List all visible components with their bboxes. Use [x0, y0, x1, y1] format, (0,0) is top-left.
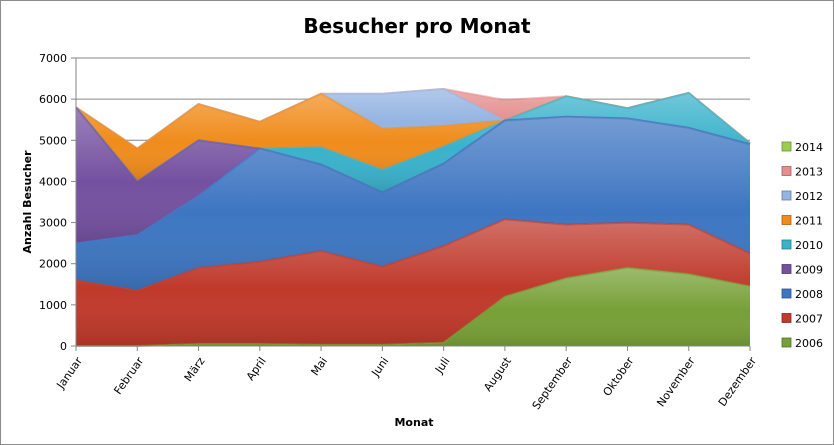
y-tick-label: 7000: [39, 52, 67, 65]
x-axis-title: Monat: [394, 416, 433, 429]
area-shading-2011: [76, 93, 750, 182]
y-tick-label: 6000: [39, 93, 67, 106]
legend-label: 2006: [795, 337, 823, 350]
legend-swatch: [781, 215, 792, 225]
y-tick-label: 4000: [39, 175, 67, 188]
x-tick-labels: Januar Februar März April Mai Juni Juli August S…: [54, 354, 760, 412]
x-tick-label: Oktober: [600, 354, 636, 398]
x-tick-label: Februar: [111, 354, 146, 396]
legend-item-2009: 2009: [781, 264, 823, 277]
y-tick-label: 0: [60, 340, 67, 353]
x-tick-label: August: [481, 354, 514, 394]
x-tick-label: Juli: [432, 355, 453, 377]
legend-label: 2010: [795, 239, 823, 252]
area-shading-2006: [76, 267, 750, 346]
x-tick-label: Januar: [54, 354, 86, 391]
area-edge-2007: [75, 218, 751, 292]
legend-item-2014: 2014: [781, 141, 823, 154]
legend-item-2012: 2012: [781, 190, 823, 203]
y-tick-labels: 0 1000 2000 3000 4000 5000 6000 7000: [39, 52, 67, 353]
legend-swatch: [781, 264, 792, 274]
legend-swatch: [781, 190, 792, 201]
legend-swatch: [781, 141, 792, 152]
y-tick-label: 1000: [39, 299, 67, 312]
legend-label: 2011: [795, 215, 823, 228]
y-axis-title: Anzahl Besucher: [21, 150, 34, 254]
legend-label: 2014: [795, 141, 823, 154]
legend-item-2008: 2008: [781, 288, 823, 301]
x-tick-label: Juni: [369, 355, 392, 380]
legend-label: 2009: [795, 264, 823, 277]
legend-swatch: [781, 337, 792, 348]
legend-item-2010: 2010: [781, 239, 823, 252]
x-tick-label: Mai: [308, 355, 330, 378]
area-shading-2010: [76, 93, 750, 193]
legend-swatch: [781, 239, 792, 250]
legend-label: 2012: [795, 190, 823, 203]
x-tick-label: März: [182, 355, 208, 384]
x-tick-label: April: [244, 355, 269, 383]
legend-label: 2013: [795, 166, 823, 179]
area-edge-2006: [76, 266, 751, 347]
area-shading-2008: [76, 116, 750, 291]
legend-item-2013: 2013: [781, 166, 823, 179]
y-tick-label: 2000: [39, 258, 67, 271]
legend-swatch: [781, 288, 792, 299]
legend-item-2006: 2006: [781, 337, 823, 350]
legend-swatch: [781, 166, 792, 176]
area-series: [75, 87, 751, 347]
x-tick-label: September: [530, 354, 576, 412]
area-shading-2012: [76, 88, 750, 149]
legend-label: 2007: [795, 313, 823, 326]
chart-title: Besucher pro Monat: [303, 14, 531, 38]
axes: [71, 57, 751, 351]
area-shading-2009: [76, 107, 750, 244]
area-shading-2007: [76, 219, 750, 346]
x-tick-label: Dezember: [716, 354, 759, 408]
x-tick-label: November: [654, 354, 698, 409]
legend: 2014 2013 2012 2011 2010 2009 2008 2007 2006: [781, 141, 823, 350]
y-tick-label: 5000: [39, 134, 67, 147]
y-tick-label: 3000: [39, 217, 67, 230]
area-edge-2008: [75, 115, 751, 245]
legend-swatch: [781, 313, 792, 323]
legend-label: 2008: [795, 288, 823, 301]
legend-item-2011: 2011: [781, 215, 823, 228]
legend-item-2007: 2007: [781, 313, 823, 326]
